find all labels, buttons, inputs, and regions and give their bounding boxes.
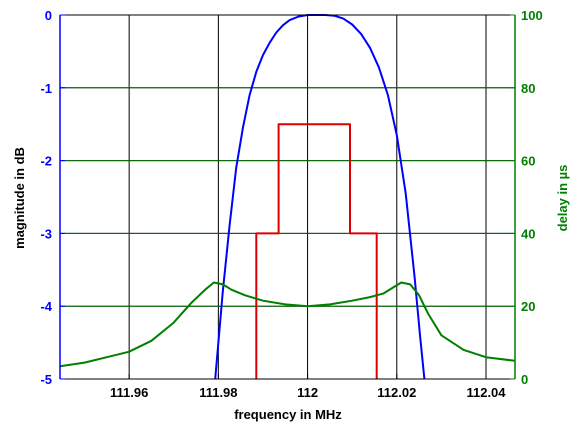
- y-axis-label-left: magnitude in dB: [12, 147, 27, 249]
- y-right-tick-label: 20: [521, 299, 535, 314]
- series-layer: [60, 14, 515, 380]
- ticks: 111.96 111.98 112 112.02 112.04 0 -1 -2 -3 -4 -5 10…: [40, 8, 542, 400]
- grid: [60, 14, 515, 380]
- x-tick-label: 111.96: [110, 385, 148, 400]
- y-right-tick-label: 0: [521, 372, 528, 387]
- y-left-tick-label: -5: [40, 372, 52, 387]
- axes: [59, 14, 516, 380]
- y-left-tick-label: -1: [40, 81, 52, 96]
- y-left-tick-label: 0: [45, 8, 52, 23]
- mask-line: [255, 123, 378, 379]
- y-right-tick-label: 60: [521, 154, 535, 169]
- x-tick-label: 112.04: [466, 385, 506, 400]
- x-tick-label: 112: [297, 385, 318, 400]
- y-right-tick-label: 40: [521, 226, 535, 241]
- y-left-tick-label: -2: [40, 154, 52, 169]
- x-tick-label: 111.98: [199, 385, 237, 400]
- x-axis-label: frequency in MHz: [234, 407, 342, 422]
- x-tick-label: 112.02: [377, 385, 416, 400]
- magnitude-curve: [214, 14, 426, 380]
- y-axis-label-right: delay in µs: [555, 165, 570, 232]
- delay-curve: [60, 281, 515, 368]
- y-right-tick-label: 100: [521, 8, 543, 23]
- y-left-tick-label: -4: [40, 299, 52, 314]
- y-right-tick-label: 80: [521, 81, 535, 96]
- y-left-tick-label: -3: [40, 226, 52, 241]
